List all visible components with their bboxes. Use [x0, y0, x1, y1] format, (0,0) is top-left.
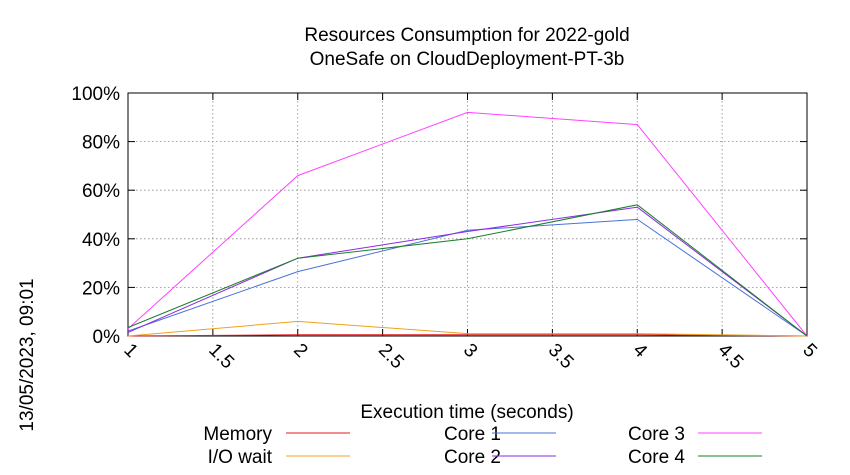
chart-title: Resources Consumption for 2022-gold — [304, 25, 629, 46]
y-tick-label: 80% — [82, 133, 120, 154]
x-tick-label: 1.5 — [204, 340, 238, 374]
series-line-core-4 — [127, 204, 808, 337]
x-tick-label: 4.5 — [714, 340, 748, 374]
y-tick-label: 60% — [82, 181, 120, 202]
y-tick-label: 40% — [82, 230, 120, 251]
series-line-core-3 — [127, 111, 808, 337]
series-line-core-1 — [127, 218, 808, 337]
series-line-i-o-wait — [127, 320, 808, 337]
x-tick-label: 3 — [459, 340, 481, 362]
grid — [127, 92, 808, 337]
y-tick-label: 0% — [93, 327, 121, 348]
legend-label-core-4: Core 4 — [628, 447, 685, 468]
chart-subtitle: OneSafe on CloudDeployment-PT-3b — [310, 49, 625, 70]
x-tick-label: 2 — [289, 340, 311, 362]
x-tick-label: 3.5 — [544, 340, 578, 374]
legend-label-core-3: Core 3 — [628, 424, 685, 445]
legend-label-core-2: Core 2 — [444, 447, 501, 468]
x-axis-label: Execution time (seconds) — [360, 402, 573, 423]
plot-border — [127, 92, 808, 337]
x-tick-label: 1 — [119, 340, 141, 362]
series-line-memory — [127, 334, 808, 337]
timestamp-label: 13/05/2023, 09:01 — [17, 278, 38, 431]
legend-label-core-1: Core 1 — [444, 424, 501, 445]
y-tick-label: 20% — [82, 278, 120, 299]
x-tick-label: 5 — [798, 340, 820, 362]
legend-label-i-o-wait: I/O wait — [208, 447, 273, 468]
x-tick-label: 2.5 — [374, 340, 408, 374]
legend-label-memory: Memory — [203, 424, 272, 445]
y-tick-label: 100% — [71, 84, 120, 105]
plot-area — [127, 111, 808, 337]
series-line-core-2 — [127, 206, 808, 337]
axes: 0% 20% 40% 60% 80% 100% 1 1.5 2 2.5 3 3.5 4 4.5 5 — [71, 84, 820, 373]
x-tick-label: 4 — [629, 340, 652, 363]
